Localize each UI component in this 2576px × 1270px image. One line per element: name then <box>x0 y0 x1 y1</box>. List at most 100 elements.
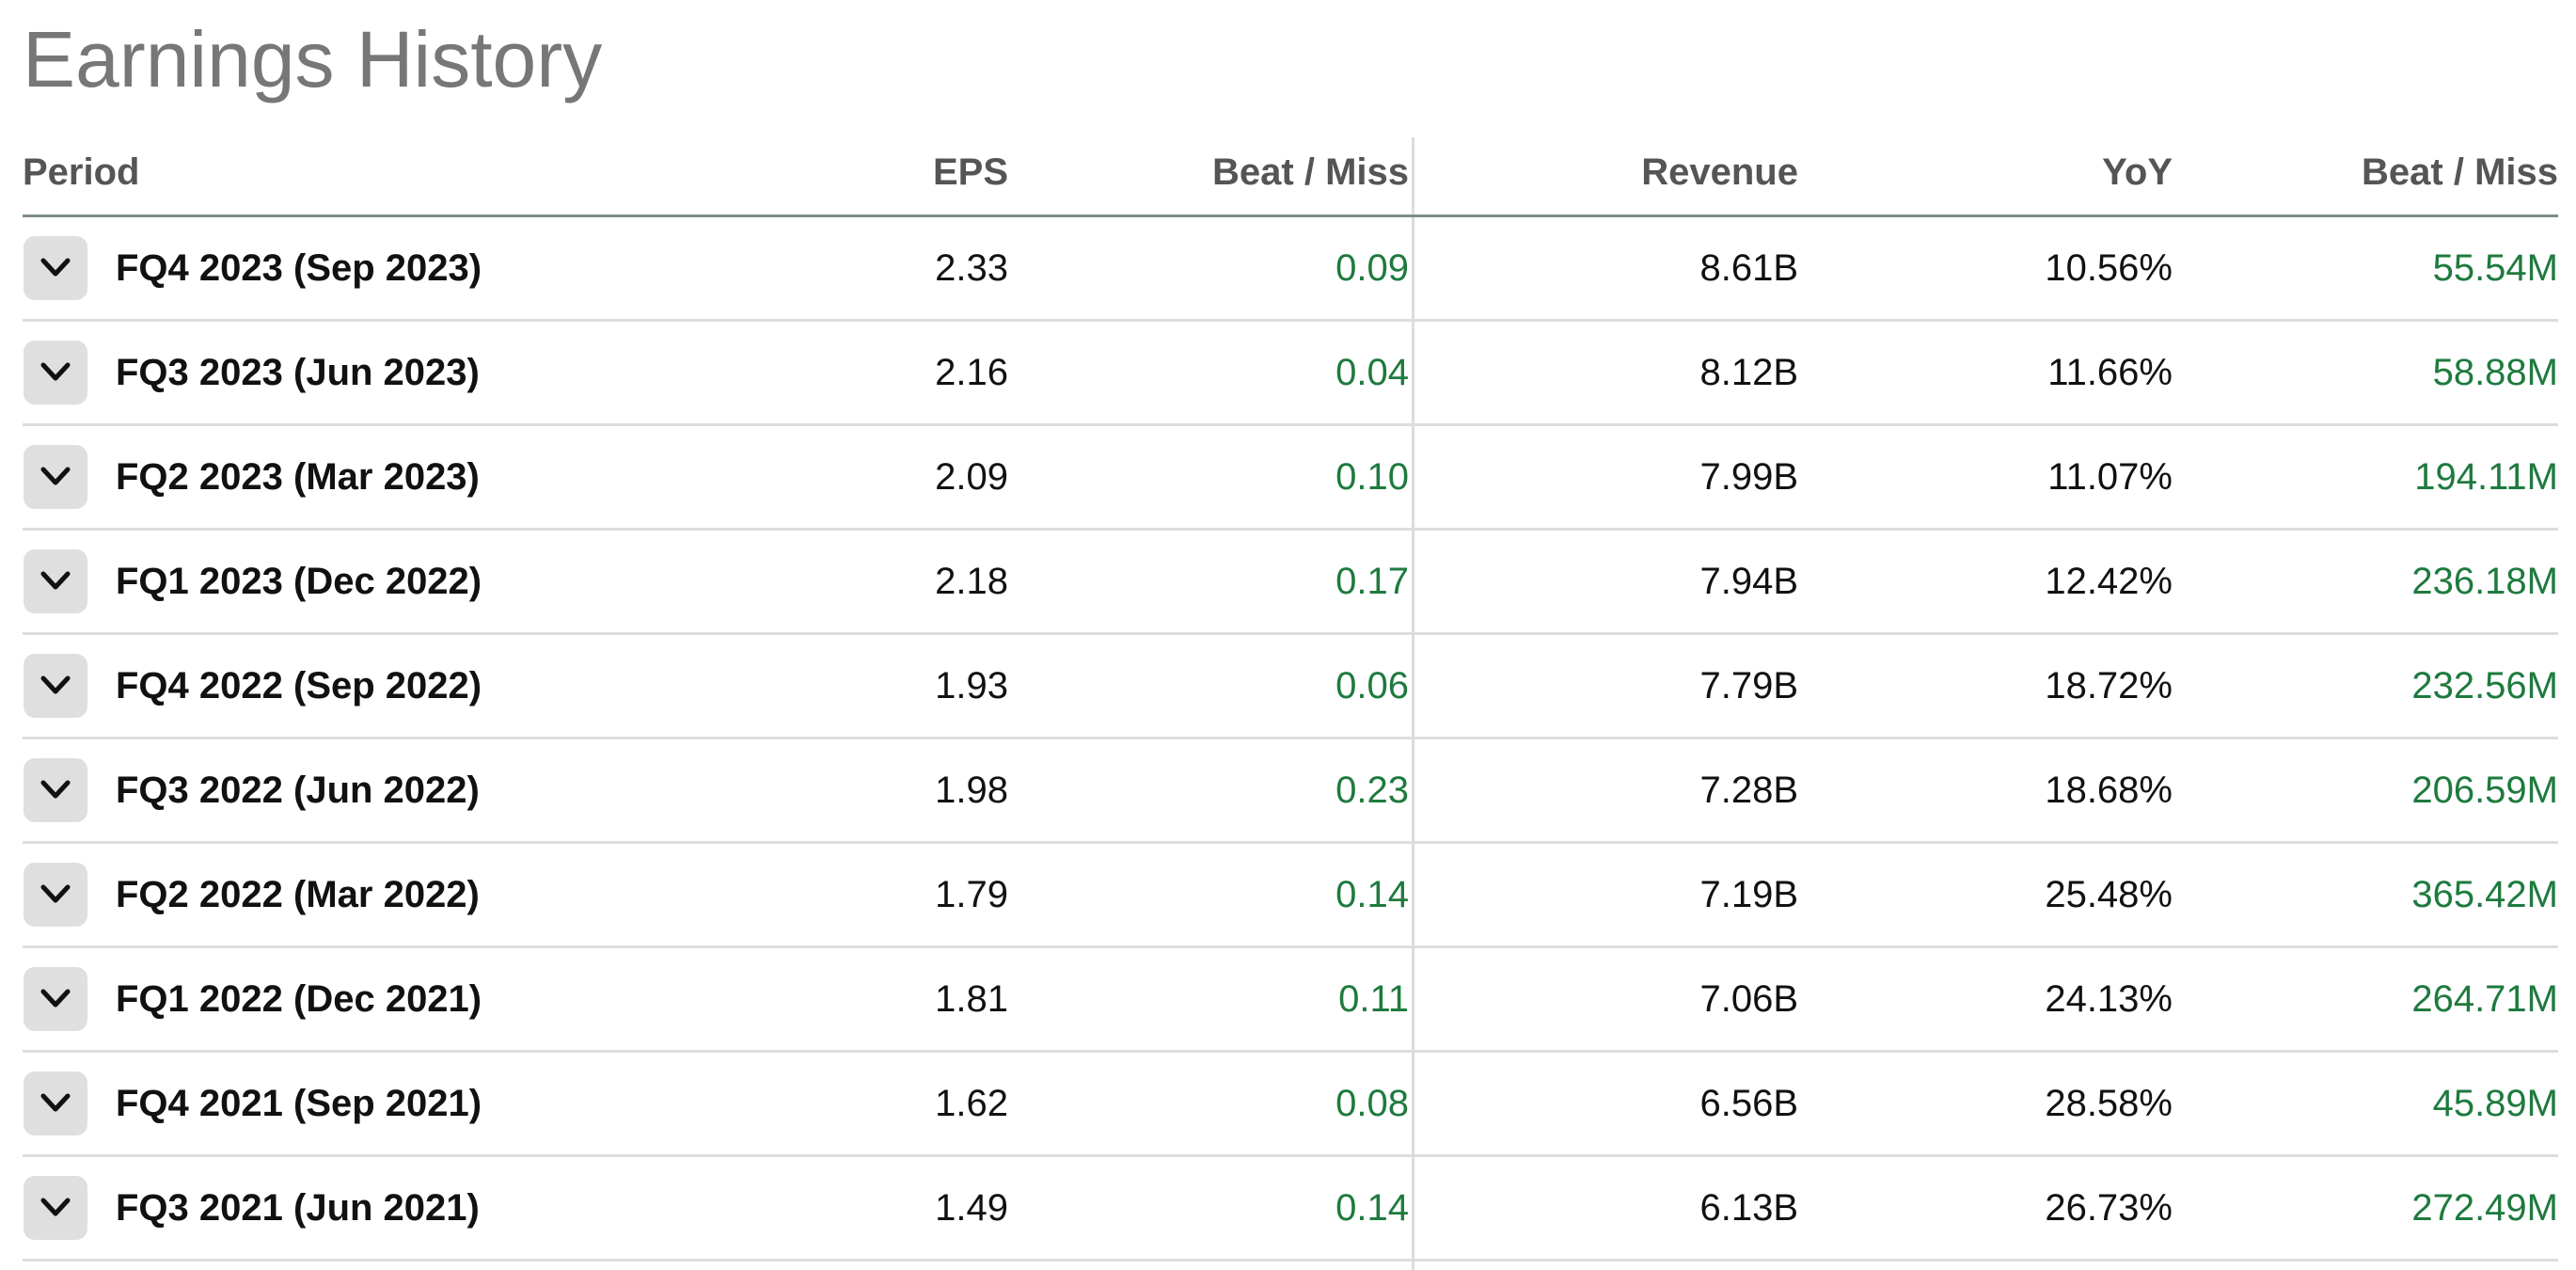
revenue-beat-miss-cell: 365.42M <box>2411 874 2558 915</box>
period-cell: FQ2 2023 (Mar 2023) <box>23 426 869 528</box>
revenue-beat-miss-cell: 45.89M <box>2432 1083 2558 1124</box>
table-row: FQ4 2021 (Sep 2021) 1.62 0.08 6.56B 28.58% 45… <box>23 1053 2558 1157</box>
yoy-cell: 18.68% <box>2045 770 2173 811</box>
period-cell: FQ3 2023 (Jun 2023) <box>23 322 869 423</box>
eps-cell: 1.93 <box>935 665 1008 706</box>
period-label: FQ3 2023 (Jun 2023) <box>116 352 480 393</box>
expand-row-button[interactable] <box>24 758 87 822</box>
eps-beat-miss-cell: 0.23 <box>1335 770 1409 811</box>
table-row: FQ3 2022 (Jun 2022) 1.98 0.23 7.28B 18.68% 20… <box>23 739 2558 844</box>
yoy-cell: 12.42% <box>2045 561 2173 602</box>
chevron-down-icon <box>40 258 71 277</box>
eps-beat-miss-cell: 0.09 <box>1335 247 1409 289</box>
table-row: FQ3 2023 (Jun 2023) 2.16 0.04 8.12B 11.66% 58… <box>23 322 2558 426</box>
expand-row-button[interactable] <box>24 1072 87 1135</box>
expand-row-button[interactable] <box>24 1176 87 1240</box>
yoy-cell: 10.56% <box>2045 247 2173 289</box>
column-header-eps-beat-miss[interactable]: Beat / Miss <box>1212 151 1409 193</box>
period-cell: FQ2 2022 (Mar 2022) <box>23 844 869 945</box>
expand-row-button[interactable] <box>24 445 87 509</box>
period-label: FQ2 2023 (Mar 2023) <box>116 456 480 498</box>
eps-beat-miss-cell: 0.11 <box>1338 978 1409 1020</box>
revenue-beat-miss-cell: 55.54M <box>2432 247 2558 289</box>
eps-cell: 1.62 <box>935 1083 1008 1124</box>
table-row: FQ4 2023 (Sep 2023) 2.33 0.09 8.61B 10.56% 55… <box>23 217 2558 322</box>
table-row: FQ2 2023 (Mar 2023) 2.09 0.10 7.99B 11.07% 19… <box>23 426 2558 531</box>
revenue-beat-miss-cell: 232.56M <box>2411 665 2558 706</box>
eps-cell: 1.98 <box>935 770 1008 811</box>
expand-row-button[interactable] <box>24 341 87 405</box>
period-cell: FQ4 2023 (Sep 2023) <box>23 217 869 319</box>
yoy-cell: 24.13% <box>2045 978 2173 1020</box>
chevron-down-icon <box>40 1093 71 1112</box>
expand-row-button[interactable] <box>24 549 87 613</box>
period-label: FQ1 2023 (Dec 2022) <box>116 561 482 602</box>
revenue-cell: 7.28B <box>1699 770 1798 811</box>
table-row: FQ1 2023 (Dec 2022) 2.18 0.17 7.94B 12.42% 23… <box>23 531 2558 635</box>
eps-cell: 2.18 <box>935 561 1008 602</box>
revenue-beat-miss-cell: 264.71M <box>2411 978 2558 1020</box>
period-label: FQ4 2021 (Sep 2021) <box>116 1083 482 1124</box>
column-header-yoy[interactable]: YoY <box>2102 151 2173 193</box>
eps-cell: 1.79 <box>935 874 1008 915</box>
yoy-cell: 18.72% <box>2045 665 2173 706</box>
period-label: FQ2 2022 (Mar 2022) <box>116 874 480 915</box>
eps-beat-miss-cell: 0.14 <box>1335 874 1409 915</box>
revenue-beat-miss-cell: 194.11M <box>2414 456 2558 498</box>
eps-cell: 1.81 <box>935 978 1008 1020</box>
column-header-revenue-beat-miss[interactable]: Beat / Miss <box>2362 151 2558 193</box>
chevron-down-icon <box>40 467 71 485</box>
table-row: FQ2 2022 (Mar 2022) 1.79 0.14 7.19B 25.48% 36… <box>23 844 2558 948</box>
period-cell: FQ4 2021 (Sep 2021) <box>23 1053 869 1154</box>
expand-row-button[interactable] <box>24 863 87 927</box>
eps-cell: 2.16 <box>935 352 1008 393</box>
column-header-eps[interactable]: EPS <box>932 151 1008 193</box>
page-title: Earnings History <box>23 15 603 103</box>
column-divider <box>1412 137 1414 1270</box>
eps-cell: 1.49 <box>935 1187 1008 1229</box>
revenue-cell: 7.99B <box>1699 456 1798 498</box>
period-label: FQ3 2021 (Jun 2021) <box>116 1187 480 1229</box>
yoy-cell: 25.48% <box>2045 874 2173 915</box>
eps-cell: 2.33 <box>935 247 1008 289</box>
yoy-cell: 11.66% <box>2047 352 2173 393</box>
eps-beat-miss-cell: 0.14 <box>1335 1187 1409 1229</box>
table-row: FQ3 2021 (Jun 2021) 1.49 0.14 6.13B 26.73% 27… <box>23 1157 2558 1262</box>
column-header-period[interactable]: Period <box>23 151 140 193</box>
expand-row-button[interactable] <box>24 654 87 718</box>
table-body: FQ4 2023 (Sep 2023) 2.33 0.09 8.61B 10.56% 55… <box>23 217 2558 1262</box>
table-row: FQ4 2022 (Sep 2022) 1.93 0.06 7.79B 18.72% 23… <box>23 635 2558 739</box>
eps-beat-miss-cell: 0.06 <box>1335 665 1409 706</box>
chevron-down-icon <box>40 1198 71 1216</box>
period-cell: FQ3 2021 (Jun 2021) <box>23 1157 869 1259</box>
eps-beat-miss-cell: 0.10 <box>1335 456 1409 498</box>
table-header: Period EPS Beat / Miss Revenue YoY Beat … <box>23 137 2558 217</box>
chevron-down-icon <box>40 571 71 590</box>
revenue-cell: 6.13B <box>1699 1187 1798 1229</box>
chevron-down-icon <box>40 780 71 799</box>
period-label: FQ4 2023 (Sep 2023) <box>116 247 482 289</box>
table-row: FQ1 2022 (Dec 2021) 1.81 0.11 7.06B 24.13% 26… <box>23 948 2558 1053</box>
eps-beat-miss-cell: 0.08 <box>1335 1083 1409 1124</box>
eps-cell: 2.09 <box>935 456 1008 498</box>
revenue-beat-miss-cell: 272.49M <box>2411 1187 2558 1229</box>
period-label: FQ1 2022 (Dec 2021) <box>116 978 482 1020</box>
yoy-cell: 28.58% <box>2045 1083 2173 1124</box>
revenue-cell: 7.19B <box>1699 874 1798 915</box>
earnings-table: Period EPS Beat / Miss Revenue YoY Beat … <box>23 137 2558 1262</box>
revenue-beat-miss-cell: 206.59M <box>2411 770 2558 811</box>
revenue-cell: 8.12B <box>1699 352 1798 393</box>
expand-row-button[interactable] <box>24 967 87 1031</box>
period-cell: FQ1 2022 (Dec 2021) <box>23 948 869 1050</box>
revenue-cell: 8.61B <box>1699 247 1798 289</box>
column-header-revenue[interactable]: Revenue <box>1641 151 1798 193</box>
period-cell: FQ4 2022 (Sep 2022) <box>23 635 869 737</box>
revenue-cell: 7.06B <box>1699 978 1798 1020</box>
period-cell: FQ1 2023 (Dec 2022) <box>23 531 869 632</box>
revenue-cell: 7.79B <box>1699 665 1798 706</box>
expand-row-button[interactable] <box>24 236 87 300</box>
chevron-down-icon <box>40 884 71 903</box>
revenue-cell: 7.94B <box>1699 561 1798 602</box>
period-cell: FQ3 2022 (Jun 2022) <box>23 739 869 841</box>
